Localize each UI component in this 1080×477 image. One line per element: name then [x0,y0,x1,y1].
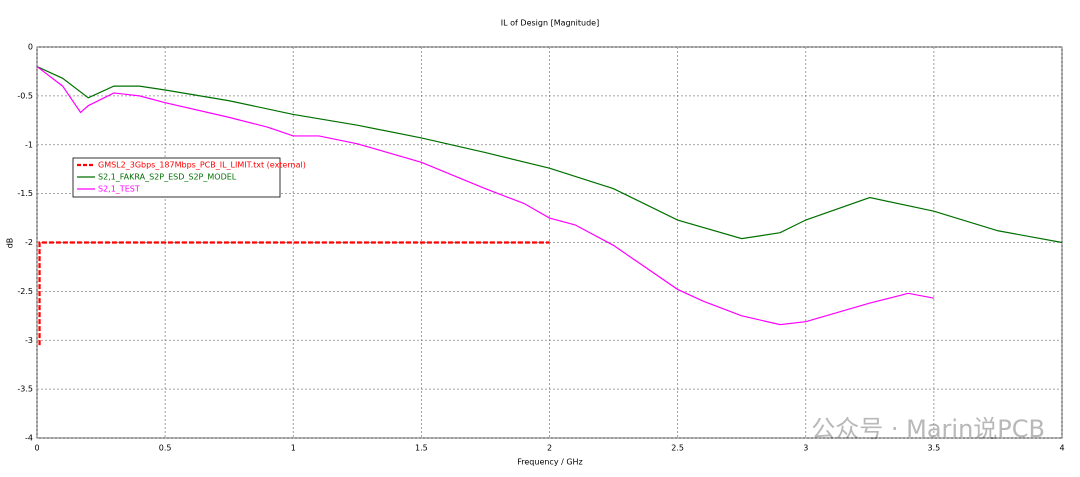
y-tick-label: -1 [25,140,33,149]
y-axis-label: dB [6,238,15,249]
y-tick-label: -1.5 [17,189,33,198]
x-tick-label: 2.5 [671,444,684,453]
y-tick-label: -3 [25,336,33,345]
x-axis-label: Frequency / GHz [517,458,583,467]
legend-box [72,157,281,198]
y-tick-label: -3.5 [17,385,33,394]
series-line [38,241,550,346]
legend-label: S2,1_FAKRA_S2P_ESD_S2P_MODEL [98,173,237,182]
x-tick-label: 2 [547,444,552,453]
x-tick-label: 1 [291,444,296,453]
x-tick-label: 4 [1059,444,1064,453]
y-tick-label: -2 [25,238,33,247]
legend-label: S2,1_TEST [98,185,140,194]
x-tick-label: 0 [34,444,39,453]
x-tick-label: 1.5 [415,444,428,453]
x-tick-label: 3.5 [928,444,941,453]
x-tick-label: 0.5 [159,444,172,453]
legend-label: GMSL2_3Gbps_187Mbps_PCB_IL_LIMIT.txt (ex… [98,161,306,170]
watermark: 公众号 · Marin说PCB [811,415,1045,443]
x-tick-label: 3 [803,444,808,453]
y-tick-label: -4 [25,434,33,443]
series-line [36,66,934,326]
chart-title: IL of Design [Magnitude] [501,19,599,28]
y-tick-label: 0 [28,43,33,52]
y-tick-label: -0.5 [17,91,33,100]
y-tick-label: -2.5 [17,287,33,296]
series-line [36,66,1063,244]
